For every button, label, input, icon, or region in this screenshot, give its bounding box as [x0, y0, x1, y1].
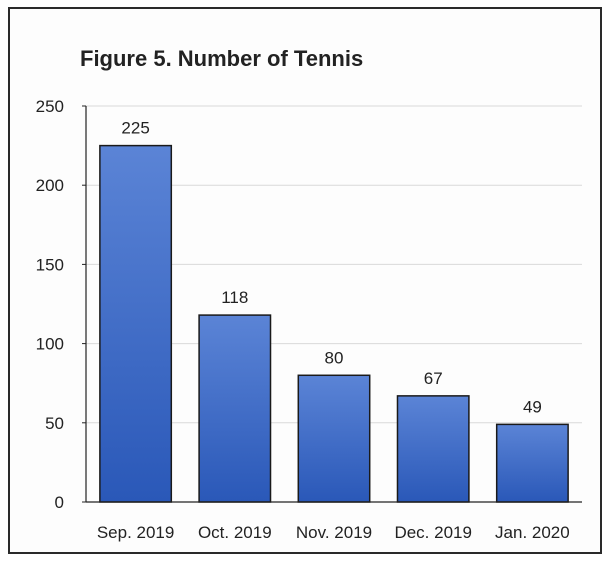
bar: [396, 395, 470, 503]
data-label: 118: [221, 288, 248, 307]
bars: [99, 144, 569, 503]
bar: [99, 144, 173, 503]
data-label: 225: [121, 119, 149, 138]
bar: [495, 423, 569, 503]
x-tick-label: Jan. 2020: [495, 523, 570, 542]
y-tick-label: 0: [55, 493, 64, 512]
x-tick-label: Dec. 2019: [394, 523, 472, 542]
bar: [297, 374, 371, 503]
data-label: 80: [325, 348, 344, 367]
y-tick-label: 50: [45, 414, 64, 433]
axes: [82, 105, 582, 503]
data-label: 49: [523, 397, 542, 416]
bar: [198, 314, 272, 503]
y-tick-label: 150: [36, 255, 64, 274]
y-tick-label: 200: [36, 176, 64, 195]
x-tick-label: Oct. 2019: [198, 523, 272, 542]
x-tick-label: Nov. 2019: [296, 523, 372, 542]
labels: 0 50 100 150 200 250 225 Sep. 2019 118 Oct. 2019 8…: [36, 97, 570, 542]
data-label: 67: [424, 369, 443, 388]
y-tick-label: 250: [36, 97, 64, 116]
chart-title: Figure 5. Number of Tennis: [80, 46, 364, 71]
y-tick-label: 100: [36, 335, 64, 354]
x-tick-label: Sep. 2019: [97, 523, 175, 542]
